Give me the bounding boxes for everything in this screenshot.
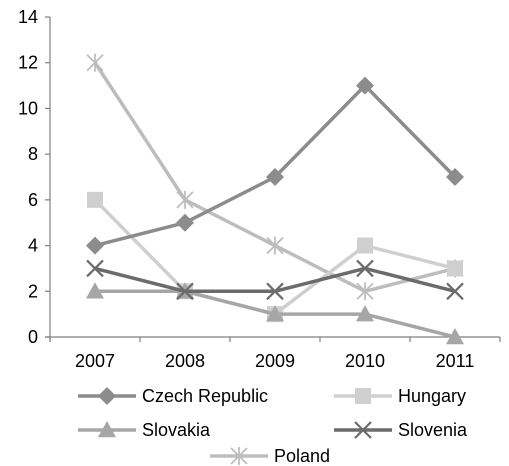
series-hungary [87, 191, 463, 323]
x-tick-label: 2007 [75, 351, 115, 371]
data-point [446, 168, 464, 186]
data-point [356, 259, 374, 278]
data-point [86, 282, 104, 299]
legend-marker [355, 388, 371, 404]
data-point [446, 328, 464, 345]
y-tick-label: 2 [28, 281, 38, 301]
x-tick-label: 2010 [345, 351, 385, 371]
x-tick-label: 2009 [255, 351, 295, 371]
data-point [266, 168, 284, 186]
y-tick-label: 12 [18, 53, 38, 73]
legend: Czech Republic Hungary Slovakia Slovenia Pol… [78, 386, 468, 466]
legend-label: Slovakia [142, 420, 211, 440]
data-point [446, 282, 464, 301]
y-tick-label: 10 [18, 98, 38, 118]
data-point [86, 53, 104, 72]
legend-item-slovenia: Slovenia [334, 420, 468, 440]
x-tick-label: 2011 [436, 351, 475, 371]
series-line [94, 83, 457, 248]
series-slovenia [86, 259, 464, 301]
legend-item-poland: Poland [210, 446, 330, 466]
legend-label: Czech Republic [142, 386, 268, 406]
data-point [266, 305, 284, 322]
legend-marker [98, 387, 116, 405]
data-point [356, 282, 374, 301]
data-point [176, 190, 194, 209]
series-line [93, 198, 456, 316]
axes [45, 17, 500, 342]
legend-label: Poland [274, 446, 330, 466]
x-tick-label: 2008 [165, 351, 205, 371]
y-tick-label: 6 [28, 190, 38, 210]
data-point [447, 260, 463, 277]
series-group [86, 53, 464, 345]
data-point [357, 237, 373, 254]
y-tick-label: 8 [28, 144, 38, 164]
y-tick-label: 0 [28, 327, 38, 347]
data-point [87, 191, 103, 208]
data-point [356, 76, 374, 95]
legend-marker [354, 421, 372, 439]
legend-item-hungary: Hungary [334, 386, 466, 406]
legend-label: Slovenia [398, 420, 468, 440]
legend-item-czech-republic: Czech Republic [78, 386, 268, 406]
x-axis-ticks: 2007 2008 2009 2010 2011 [49, 337, 501, 371]
data-point [266, 282, 284, 301]
data-point [356, 305, 374, 322]
data-point [176, 282, 194, 301]
series-czech-republic [86, 76, 464, 255]
legend-item-slovakia: Slovakia [78, 420, 211, 440]
data-point [86, 259, 104, 278]
legend-marker [230, 447, 248, 465]
legend-marker [98, 421, 116, 438]
data-point [176, 213, 194, 232]
y-tick-label: 4 [28, 236, 38, 256]
y-tick-label: 14 [18, 7, 38, 27]
data-point [86, 236, 104, 255]
y-axis-ticks: 0 2 4 6 8 10 12 14 [18, 7, 50, 347]
data-point [266, 236, 284, 255]
legend-label: Hungary [398, 386, 466, 406]
series-line [94, 266, 456, 294]
